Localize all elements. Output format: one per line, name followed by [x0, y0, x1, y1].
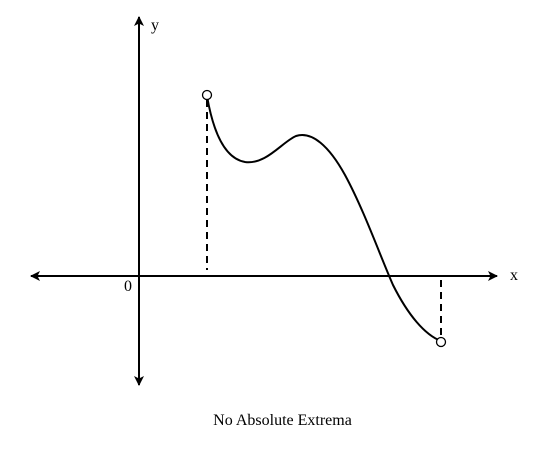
x-axis-label: x: [510, 267, 518, 284]
figure-caption: No Absolute Extrema: [213, 412, 352, 429]
y-axis-label: y: [151, 17, 159, 34]
right-open-endpoint: [435, 336, 447, 348]
origin-label: 0: [124, 278, 132, 295]
left-open-endpoint: [201, 89, 213, 101]
function-curve: [206, 95, 442, 342]
